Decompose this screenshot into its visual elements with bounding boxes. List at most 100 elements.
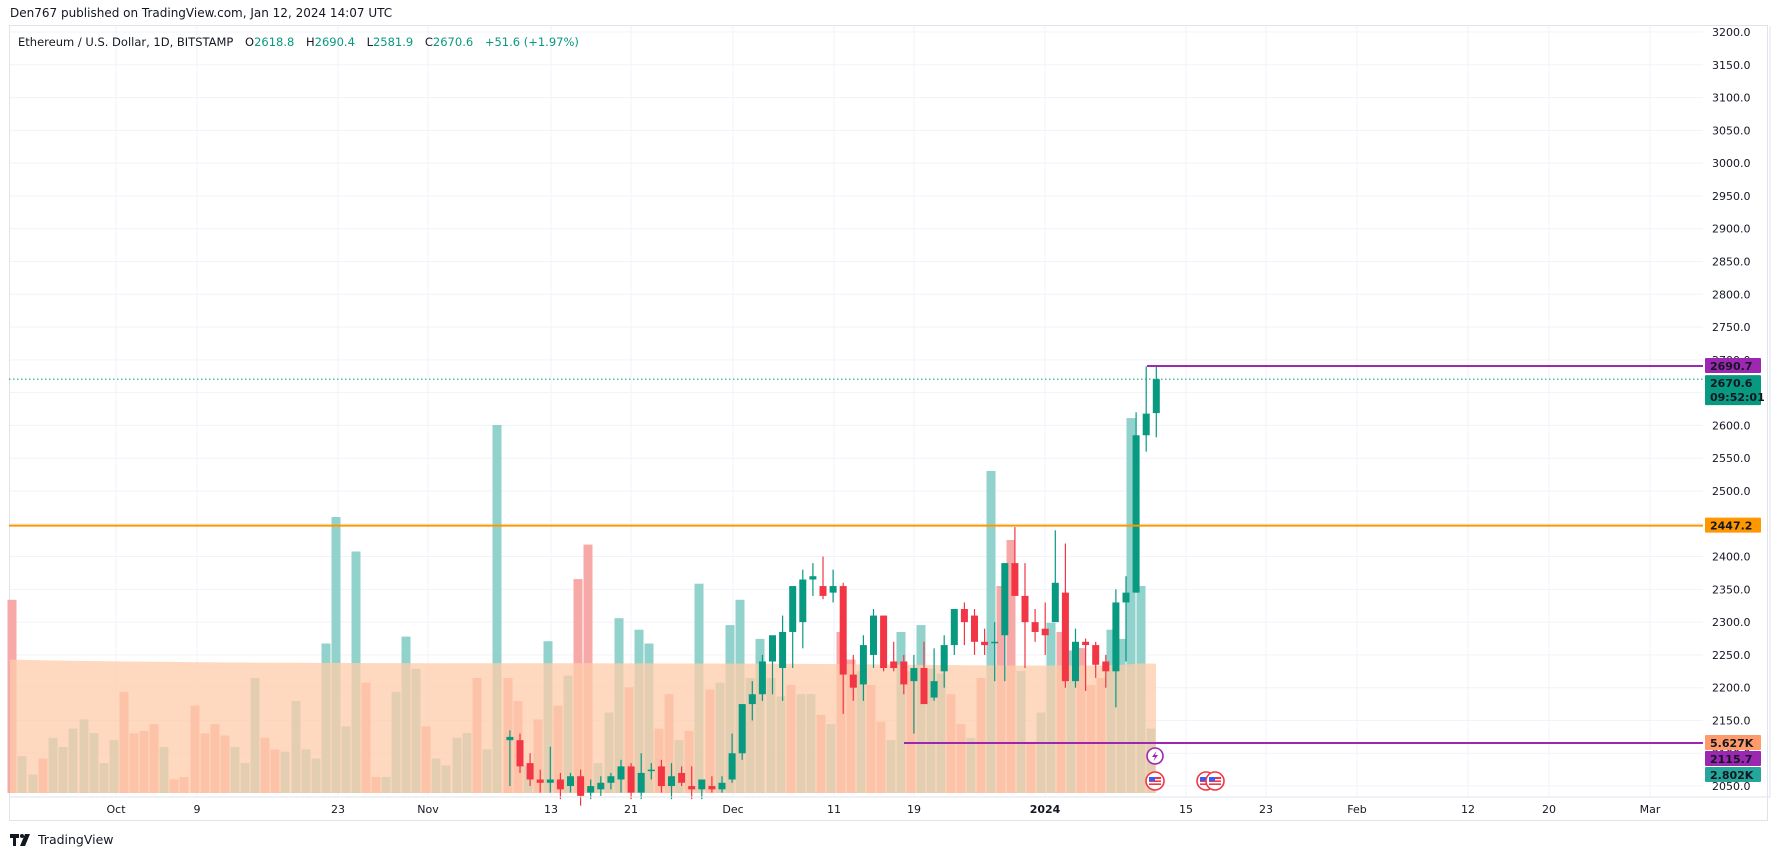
candle: [1031, 622, 1039, 632]
price-tick: 2900.0: [1712, 223, 1751, 236]
candle: [1072, 641, 1079, 682]
time-tick: 23: [1259, 803, 1273, 816]
candle: [587, 786, 595, 793]
candle: [748, 694, 756, 705]
candle: [506, 736, 514, 741]
candle: [930, 681, 938, 698]
candle: [890, 661, 898, 669]
svg-text:09:52:01: 09:52:01: [1710, 391, 1765, 404]
candle: [880, 615, 888, 669]
candle: [668, 776, 675, 787]
candle: [1051, 582, 1059, 623]
candle: [819, 586, 827, 596]
change-value: +51.6 (+1.97%): [484, 35, 579, 49]
svg-text:2670.6: 2670.6: [1710, 377, 1753, 390]
candle: [971, 615, 978, 642]
price-tick: 3100.0: [1712, 92, 1751, 105]
candle: [708, 786, 716, 790]
svg-text:2690.7: 2690.7: [1710, 360, 1752, 373]
candle: [950, 609, 958, 646]
volume-bar: [986, 471, 996, 793]
time-tick: 15: [1179, 803, 1193, 816]
candle: [1132, 435, 1140, 593]
candle: [910, 668, 918, 682]
open-value: 2618.8: [254, 35, 295, 49]
price-tick: 2350.0: [1712, 583, 1751, 596]
price-tick: 2200.0: [1712, 682, 1751, 695]
us-flag-event-icon[interactable]: [1205, 771, 1225, 791]
candle: [1112, 602, 1120, 672]
candle: [789, 586, 797, 632]
svg-text:5.627K: 5.627K: [1710, 737, 1754, 750]
us-flag-event-icon[interactable]: [1145, 771, 1165, 791]
candle: [799, 579, 807, 623]
candle: [758, 661, 766, 695]
candle: [738, 704, 746, 754]
price-tick: 2500.0: [1712, 485, 1751, 498]
time-tick: 11: [827, 803, 841, 816]
candle: [920, 668, 928, 705]
candle: [617, 766, 625, 780]
price-tick: 2150.0: [1712, 714, 1751, 727]
price-tick: 2600.0: [1712, 419, 1751, 432]
candle: [556, 779, 564, 790]
candle: [607, 776, 615, 783]
lightning-event-icon[interactable]: [1146, 747, 1164, 765]
time-tick: 19: [907, 803, 921, 816]
low-value: 2581.9: [372, 35, 414, 49]
candle: [849, 674, 857, 688]
price-tick: 2300.0: [1712, 616, 1751, 629]
volume-ma-label: 5.627K: [1705, 735, 1761, 750]
price-tick: 2050.0: [1712, 780, 1751, 793]
chart-frame: [9, 25, 1768, 821]
candle: [1041, 628, 1049, 636]
price-tick: 3000.0: [1712, 157, 1751, 170]
candle: [536, 779, 544, 783]
candle: [769, 635, 776, 662]
candles: [506, 366, 1160, 806]
candle: [1061, 592, 1069, 682]
price-tick: 3050.0: [1712, 124, 1751, 137]
high-value: 2690.4: [314, 35, 355, 49]
price-tick: 3200.0: [1712, 26, 1751, 39]
time-tick: 21: [624, 803, 638, 816]
time-axis[interactable]: Oct 9 23 Nov 13 21 Dec 11 19 2024 15 23 Feb 12 20 Mar: [10, 796, 1770, 816]
candle: [526, 763, 534, 780]
publish-info: Den767 published on TradingView.com, Jan…: [10, 6, 393, 20]
candle: [1001, 563, 1009, 636]
candle: [1011, 563, 1019, 596]
volume-ma-area: [10, 659, 1156, 793]
svg-text:2.802K: 2.802K: [1710, 769, 1754, 782]
candle: [859, 645, 867, 685]
close-value: 2670.6: [432, 35, 474, 49]
candle: [870, 615, 877, 655]
candle: [567, 776, 574, 787]
symbol-legend: Ethereum / U.S. Dollar, 1D, BITSTAMP O26…: [18, 35, 579, 49]
price-tick: 2750.0: [1712, 321, 1751, 334]
candle: [991, 641, 999, 644]
time-tick: 20: [1542, 803, 1556, 816]
symbol-name[interactable]: Ethereum / U.S. Dollar, 1D, BITSTAMP: [18, 35, 234, 49]
volume-bar: [331, 517, 341, 793]
candle: [647, 769, 655, 772]
candle: [900, 661, 908, 685]
volume-last-label: 2.802K: [1705, 767, 1761, 782]
candle: [577, 776, 585, 796]
price-tick: 2850.0: [1712, 255, 1751, 268]
tradingview-logo[interactable]: TradingView: [10, 832, 114, 847]
candle: [516, 740, 524, 767]
candle: [779, 631, 787, 669]
time-tick: 12: [1461, 803, 1475, 816]
price-tick: 2550.0: [1712, 452, 1751, 465]
candle: [1092, 645, 1100, 665]
tradingview-brand: TradingView: [38, 832, 114, 847]
price-tick: 2250.0: [1712, 649, 1751, 662]
price-tick: 2950.0: [1712, 190, 1751, 203]
tradingview-logo-icon: [10, 833, 30, 846]
candle: [981, 641, 989, 646]
candle: [1102, 661, 1110, 672]
orange-level-label: 2447.2: [1705, 517, 1761, 533]
price-axis[interactable]: 3200.0 3150.0 3100.0 3050.0 3000.0 2950.0 2900…: [1712, 26, 1771, 797]
price-tick: 3150.0: [1712, 59, 1751, 72]
